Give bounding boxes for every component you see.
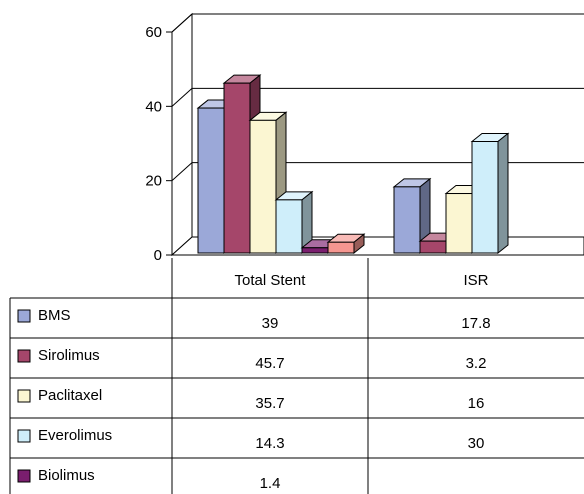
legend-label-everolimus: Everolimus xyxy=(38,427,112,444)
y-tick-label: 0 xyxy=(154,247,162,264)
data-label: 16 xyxy=(468,395,485,412)
y-tick-label: 40 xyxy=(145,98,162,115)
y-tick-label: 60 xyxy=(145,24,162,41)
legend-swatch-sirolimus xyxy=(17,349,31,363)
data-label: 39 xyxy=(262,315,279,332)
legend-swatch-everolimus xyxy=(17,429,31,443)
plot-side-wall xyxy=(171,12,193,257)
bar-everolimus-total-stent xyxy=(274,190,314,255)
legend-label-biolimus: Biolimus xyxy=(38,467,95,484)
gridline-side xyxy=(171,162,193,182)
gridline-side xyxy=(171,13,193,33)
data-label: 30 xyxy=(468,435,485,452)
y-tick-label: 20 xyxy=(145,173,162,190)
bar-everolimus-isr xyxy=(470,132,510,255)
data-label: 14.3 xyxy=(255,435,284,452)
bar-paclitaxel-total-stent xyxy=(248,111,288,255)
legend-swatch-paclitaxel xyxy=(17,389,31,403)
data-label: 17.8 xyxy=(461,315,490,332)
data-label: 35.7 xyxy=(255,395,284,412)
legend-label-paclitaxel: Paclitaxel xyxy=(38,387,102,404)
legend-label-sirolimus: Sirolimus xyxy=(38,347,100,364)
bar-bms-isr xyxy=(392,177,432,255)
data-label: 45.7 xyxy=(255,355,284,372)
x-category-label: Total Stent xyxy=(235,272,307,289)
bar-series-5-total-stent xyxy=(326,233,366,255)
gridline-side xyxy=(171,87,193,107)
legend-swatch-bms xyxy=(17,309,31,323)
legend-swatch-biolimus xyxy=(17,469,31,483)
data-label: 3.2 xyxy=(466,355,487,372)
x-category-label: ISR xyxy=(463,272,488,289)
legend-label-bms: BMS xyxy=(38,307,71,324)
data-label: 1.4 xyxy=(260,475,281,492)
